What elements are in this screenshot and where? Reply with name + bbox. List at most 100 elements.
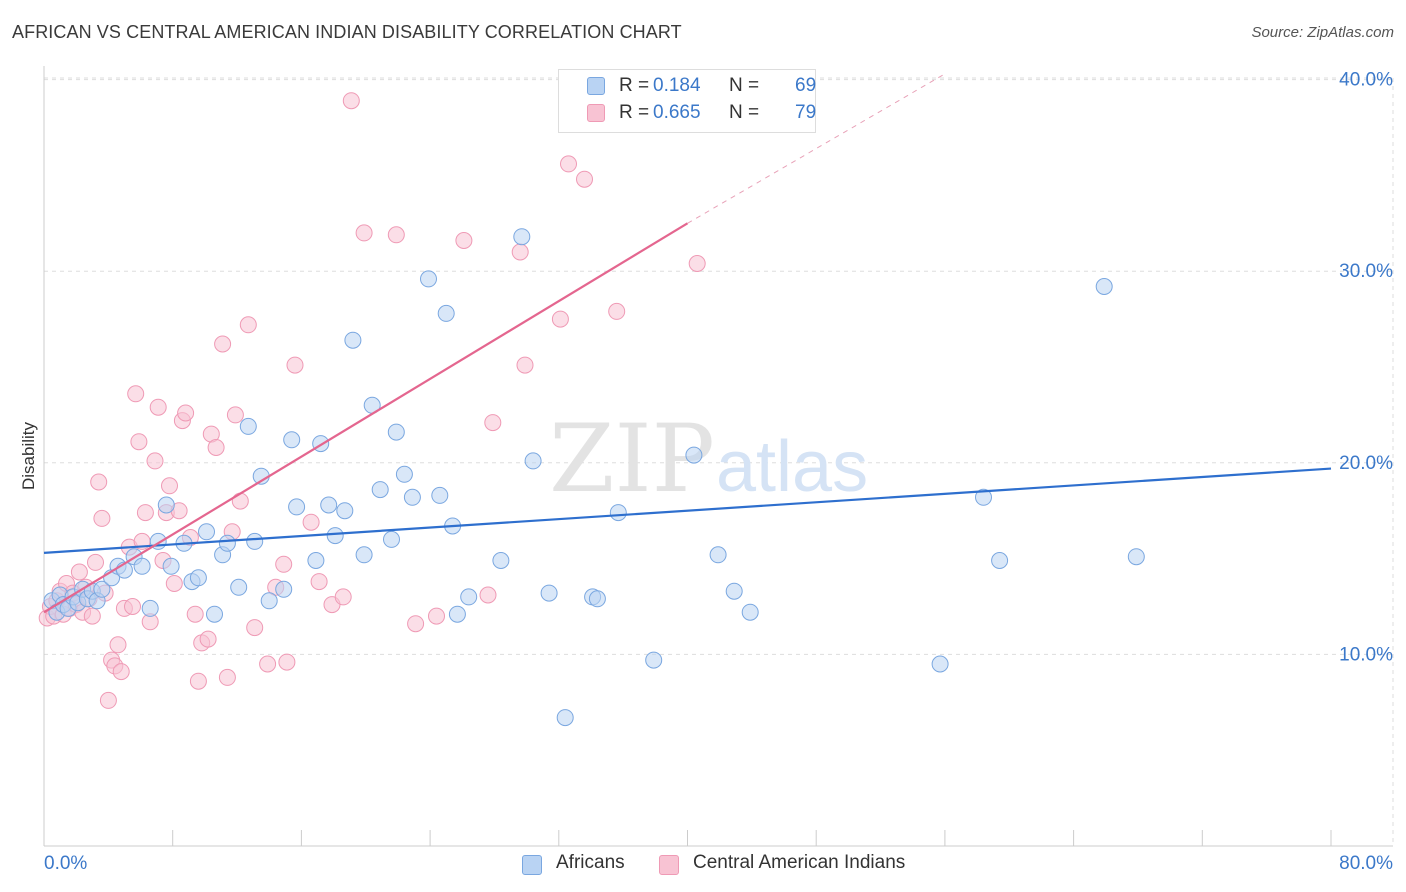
africans-point-49 [420, 270, 437, 288]
watermark: ZIP atlas [549, 405, 868, 514]
africans-point-47 [395, 465, 413, 483]
cai-point-16 [90, 473, 108, 491]
africans-trend-line [43, 467, 1332, 554]
cai-point-74 [560, 155, 577, 173]
cai-point-66 [387, 226, 405, 244]
stats-legend: R = 0.184 N = 69 R = 0.665 N = 79 [558, 69, 816, 133]
africans-point-35 [288, 498, 306, 516]
x-tick-labels: 0.0% 80.0% [44, 853, 1393, 874]
cai-legend-swatch [659, 855, 679, 875]
cai-point-28 [130, 433, 148, 451]
y-tick-label-0: 10.0% [1339, 644, 1393, 665]
cai-legend-label: Central American Indians [693, 852, 906, 873]
africans-point-53 [448, 605, 466, 623]
africans-point-28 [230, 578, 248, 596]
cai-point-65 [355, 224, 373, 242]
cai-point-63 [334, 588, 352, 606]
cai-point-61 [310, 573, 328, 591]
cai-point-52 [231, 492, 249, 510]
cai-r-label: R = [619, 102, 650, 123]
cai-point-23 [112, 663, 130, 681]
africans-point-23 [189, 569, 207, 587]
cai-point-68 [455, 232, 473, 249]
cai-point-71 [511, 243, 529, 261]
cai-point-78 [428, 607, 445, 625]
africans-point-17 [141, 599, 159, 617]
cai-n-label: N = [729, 102, 760, 123]
x-tick-label-min: 0.0% [44, 853, 87, 874]
cai-point-30 [136, 504, 154, 522]
africans-legend-swatch [522, 855, 542, 875]
cai-point-55 [259, 655, 277, 673]
africans-r-label: R = [619, 75, 650, 96]
cai-point-72 [516, 356, 534, 374]
x-tick-label-max: 80.0% [1339, 853, 1393, 874]
africans-point-36 [307, 552, 325, 569]
africans-point-29 [239, 417, 257, 435]
africans-point-66 [725, 582, 743, 600]
africans-point-39 [326, 527, 344, 545]
cai-point-49 [218, 668, 236, 686]
africans-point-56 [513, 228, 531, 246]
cai-point-51 [226, 406, 244, 424]
africans-legend-label: Africans [556, 852, 625, 873]
cai-swatch [587, 104, 605, 122]
africans-point-44 [371, 481, 389, 499]
africans-point-63 [645, 651, 663, 669]
cai-point-37 [165, 575, 183, 592]
cai-point-10 [70, 563, 88, 581]
cai-point-67 [407, 615, 425, 633]
cai-point-26 [124, 598, 141, 615]
africans-point-45 [383, 530, 400, 548]
cai-point-43 [189, 672, 207, 690]
cai-point-22 [109, 636, 127, 654]
cai-point-36 [161, 477, 178, 495]
africans-point-61 [588, 590, 606, 608]
cai-point-76 [608, 302, 626, 320]
cai-point-47 [207, 439, 225, 456]
cai-point-45 [199, 630, 217, 648]
africans-point-57 [524, 452, 542, 470]
africans-point-20 [157, 496, 175, 514]
africans-point-33 [275, 580, 293, 598]
cai-point-17 [93, 509, 111, 527]
cai-point-59 [286, 356, 304, 374]
cai-point-48 [214, 335, 232, 353]
africans-point-70 [991, 552, 1009, 569]
y-axis-label: Disability [19, 421, 38, 490]
cai-trend-line [43, 222, 689, 614]
africans-point-41 [344, 331, 362, 349]
cai-point-27 [127, 385, 145, 403]
cai-point-40 [177, 404, 195, 422]
africans-point-50 [431, 486, 449, 504]
africans-point-42 [355, 546, 373, 564]
cai-point-77 [688, 255, 706, 272]
y-tick-label-3: 40.0% [1339, 70, 1393, 91]
y-tick-label-1: 20.0% [1339, 453, 1393, 474]
africans-point-58 [540, 584, 558, 602]
cai-point-33 [149, 398, 167, 416]
y-tick-label-2: 30.0% [1339, 261, 1393, 282]
series-legend: Africans Central American Indians [0, 852, 1406, 878]
cai-point-60 [302, 513, 320, 531]
africans-point-65 [709, 546, 727, 564]
y-tick-labels: 10.0% 20.0% 30.0% 40.0% [1339, 70, 1393, 666]
axes [43, 66, 1393, 847]
africans-point-48 [403, 488, 421, 506]
africans-point-32 [260, 592, 278, 610]
cai-point-75 [576, 170, 593, 188]
africans-point-69 [975, 488, 992, 506]
cai-point-70 [484, 414, 502, 432]
africans-swatch [587, 77, 605, 95]
africans-point-67 [741, 603, 759, 621]
africans-point-38 [320, 496, 338, 514]
africans-n-value: 69 [795, 75, 817, 96]
cai-point-58 [278, 653, 296, 671]
cai-point-69 [479, 586, 497, 604]
cai-point-73 [551, 310, 569, 328]
africans-point-64 [685, 446, 703, 464]
source-label: Source: ZipAtlas.com [1251, 24, 1394, 41]
cai-point-54 [246, 619, 264, 637]
africans-point-16 [133, 557, 151, 575]
